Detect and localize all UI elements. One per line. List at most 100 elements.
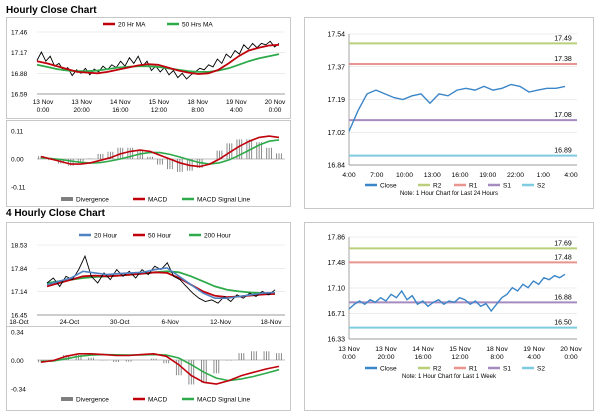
c1-ytick-1: 0.00	[11, 157, 24, 164]
c4-ytick-1: 0.00	[11, 358, 24, 365]
c0-xtick-6: 0:00	[269, 107, 282, 114]
four-hourly-macd-chart: 0.34 0.00 -0.34 Divergence MACD MACD Signal L…	[11, 330, 285, 404]
c0-xtick-0: 0:00	[37, 107, 50, 114]
c2-xtick-1: 7:00	[370, 172, 383, 179]
c3-series-ma200	[46, 270, 276, 295]
c0-legend-ma20-label: 20 Hr MA	[118, 22, 146, 29]
c0-legend-ma50-label: 50 Hrs MA	[182, 22, 213, 29]
hourly-close-chart: 17.54 17.37 17.19 17.02 16.84 17.49 17.38 17.08…	[327, 32, 577, 198]
c3-legend-ma20-label: 20 Hour	[94, 233, 118, 240]
c2-xtick-3: 13:00	[424, 172, 441, 179]
c5-legend-r2-label: R2	[433, 366, 442, 373]
c3-legend-ma200-label: 200 Hour	[204, 233, 232, 240]
c5-xtick-3: 15 Nov	[449, 346, 471, 353]
c2-ytick-2: 17.19	[327, 97, 345, 104]
hourly-macd-chart: 0.11 0.00 -0.11 Divergence MACD MACD Signal L…	[11, 129, 285, 204]
c4-ytick-0: 0.34	[11, 330, 24, 337]
c1-legend-macd-label: MACD	[148, 197, 167, 204]
c2-legend-r1-label: R1	[469, 183, 478, 190]
c3-ytick-2: 17.14	[11, 289, 28, 296]
c4-ytick-2: -0.34	[11, 387, 26, 394]
c5-legend-s1-label: S1	[503, 366, 511, 373]
c2-xtick-6: 22:00	[507, 172, 524, 179]
c2-level-label-r1: 17.38	[554, 56, 572, 63]
four-hourly-close-chart: 17.86 17.48 17.10 16.71 16.33 17.69 17.48 16.88…	[327, 235, 582, 381]
c5-xtick-6: 0:00	[564, 354, 577, 361]
c3-ytick-1: 17.84	[11, 266, 28, 273]
c5-legend-s2-label: S2	[537, 366, 545, 373]
c1-legend-signal-label: MACD Signal Line	[197, 197, 250, 204]
c5-ytick-1: 17.48	[327, 260, 345, 267]
c5-legend-close-label: Close	[380, 366, 397, 373]
c1-ytick-2: -0.11	[11, 185, 26, 192]
c5-xtick-4: 8:00	[490, 354, 503, 361]
c5-note: Note: 1 Hour Chart for Last 1 Week	[402, 374, 497, 380]
c0-xtick-5: 4:00	[230, 107, 243, 114]
c0-xtick-2: 14 Nov	[110, 99, 131, 106]
c0-xtick-6: 20 Nov	[265, 99, 286, 106]
c5-level-label-r1: 17.48	[554, 254, 572, 261]
c2-legend-close-label: Close	[380, 183, 397, 190]
c0-xtick-3: 12:00	[151, 107, 168, 114]
c4-legend-signal-label: MACD Signal Line	[197, 397, 250, 404]
c2-xtick-5: 19:00	[479, 172, 496, 179]
c5-xtick-4: 18 Nov	[486, 346, 508, 353]
c2-ytick-3: 17.02	[327, 130, 345, 137]
c1-legend-divergence-label: Divergence	[76, 197, 109, 204]
c5-xtick-0: 0:00	[342, 354, 355, 361]
c2-xtick-4: 16:00	[451, 172, 468, 179]
c2-level-label-s2: 16.89	[554, 148, 572, 155]
c2-series-close	[348, 83, 566, 132]
c0-xtick-1: 13 Nov	[71, 99, 92, 106]
c2-level-label-s1: 17.08	[554, 112, 572, 119]
c3-series-price	[46, 254, 276, 304]
c5-xtick-5: 19 Nov	[523, 346, 545, 353]
c4-series-signal	[40, 353, 280, 382]
c4-legend-macd-label: MACD	[148, 397, 167, 404]
c3-ytick-3: 16.45	[11, 313, 28, 320]
c0-series-ma-short	[36, 43, 280, 75]
four-hourly-close-panel: 17.86 17.48 17.10 16.71 16.33 17.69 17.48 16.88…	[304, 222, 594, 411]
c5-xtick-0: 13 Nov	[338, 346, 360, 353]
c5-xtick-5: 4:00	[527, 354, 540, 361]
c5-xtick-1: 20:00	[377, 354, 394, 361]
c0-ytick-2: 16.88	[11, 71, 28, 78]
c4-legend-divergence-label: Divergence	[76, 397, 109, 404]
c3-xtick-4: 12-Nov	[210, 319, 232, 326]
c3-legend-ma50-label: 50 Hour	[148, 233, 172, 240]
c2-legend-r2-label: R2	[433, 183, 442, 190]
c5-level-label-s2: 16.50	[554, 320, 572, 327]
hourly-macd-panel: 0.11 0.00 -0.11 Divergence MACD MACD Signal L…	[6, 120, 291, 207]
hourly-ma-panel: 17.46 17.17 16.88 16.59 13 Nov 0:00 13 Nov 20:0…	[6, 17, 291, 119]
hourly-section-title: Hourly Close Chart	[6, 5, 97, 16]
c1-series-signal	[40, 139, 280, 165]
c0-xtick-5: 19 Nov	[226, 99, 247, 106]
c5-legend-r1-label: R1	[469, 366, 478, 373]
c5-xtick-2: 16:00	[414, 354, 431, 361]
four-hourly-section-title: 4 Hourly Close Chart	[6, 208, 105, 219]
c3-ytick-0: 18.53	[11, 243, 28, 250]
c5-xtick-2: 14 Nov	[412, 346, 434, 353]
c0-ytick-1: 17.17	[11, 50, 28, 57]
c3-series-ma20	[46, 267, 276, 299]
c0-xtick-0: 13 Nov	[33, 99, 54, 106]
c0-ytick-3: 16.59	[11, 92, 28, 99]
c2-level-label-r2: 17.49	[554, 35, 572, 42]
c5-xtick-6: 20 Nov	[560, 346, 582, 353]
c2-ytick-0: 17.54	[327, 32, 345, 39]
four-hourly-ma-panel: 18.53 17.84 17.14 16.45 18-Oct 24-Oct 30-Oct 6-…	[6, 222, 291, 331]
c2-xtick-0: 4:00	[342, 172, 355, 179]
c3-xtick-0: 18-Oct	[9, 319, 29, 326]
c2-xtick-2: 10:00	[396, 172, 413, 179]
c2-ytick-4: 16.84	[327, 163, 345, 170]
c3-xtick-2: 30-Oct	[110, 319, 130, 326]
c2-ytick-1: 17.37	[327, 64, 345, 71]
c2-legend-s1-label: S1	[503, 183, 511, 190]
c2-note: Note: 1 Hour Chart for Last 24 Hours	[400, 191, 498, 197]
c3-xtick-3: 6-Nov	[162, 319, 180, 326]
c5-level-label-s1: 16.88	[554, 294, 572, 301]
four-hourly-macd-panel: 0.34 0.00 -0.34 Divergence MACD MACD Signal L…	[6, 326, 291, 411]
c5-level-label-r2: 17.69	[554, 240, 572, 247]
c0-xtick-3: 15 Nov	[149, 99, 170, 106]
